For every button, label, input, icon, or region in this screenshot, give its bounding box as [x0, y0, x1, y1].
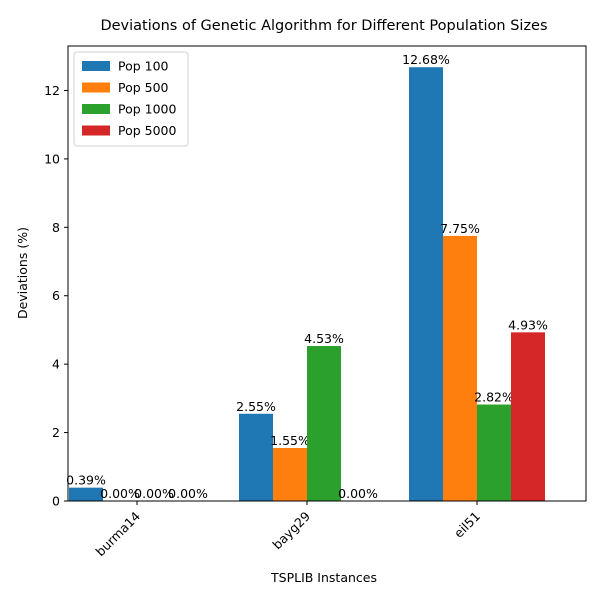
bar-value-label: 7.75%: [440, 221, 480, 236]
y-tick-label: 12: [44, 83, 60, 98]
bar-pop-100-burma14: [69, 487, 103, 501]
chart-title: Deviations of Genetic Algorithm for Diff…: [100, 18, 547, 34]
legend-swatch: [82, 82, 110, 93]
bar-value-label: 0.00%: [134, 486, 174, 501]
y-tick-label: 8: [52, 220, 60, 235]
bar-pop-5000-eil51: [511, 332, 545, 501]
bar-value-label: 0.39%: [66, 473, 106, 488]
x-tick-label: bayg29: [269, 508, 313, 552]
y-tick-label: 10: [44, 151, 60, 166]
plot-frame: [67, 45, 587, 502]
x-axis-label: TSPLIB Instances: [270, 570, 377, 585]
legend-swatch: [82, 104, 110, 114]
bar-pop-100-bayg29: [239, 413, 273, 501]
bar-value-label: 12.68%: [402, 52, 450, 67]
bar-pop-500-bayg29: [273, 447, 307, 501]
legend-label: Pop 5000: [118, 123, 177, 138]
bar-value-label: 2.82%: [474, 390, 514, 405]
plot-area: 0.39% 2.55% 12.68% 0.00% 1.55% 7.75% 0.00% 4.53…: [44, 45, 587, 559]
legend: Pop 100 Pop 500 Pop 1000 Pop 5000: [73, 51, 189, 147]
bar-value-label: 4.53%: [304, 331, 344, 346]
y-tick-label: 6: [52, 288, 60, 303]
legend-box: [73, 51, 189, 147]
bar-value-label: 0.00%: [168, 486, 208, 501]
legend-label: Pop 500: [118, 80, 169, 95]
x-tick-label: burma14: [93, 508, 144, 559]
bar-value-label: 4.93%: [508, 317, 548, 332]
x-tick-label: eil51: [451, 509, 483, 541]
bar-pop-100-eil51: [409, 67, 443, 502]
y-axis-label: Deviations (%): [15, 227, 30, 319]
y-tick-label: 4: [52, 357, 60, 372]
legend-label: Pop 100: [118, 59, 169, 74]
legend-swatch: [82, 125, 110, 136]
y-tick-label: 2: [52, 425, 60, 440]
legend-label: Pop 1000: [118, 102, 177, 117]
bar-pop-500-eil51: [443, 235, 477, 502]
bar-value-label: 0.00%: [100, 486, 140, 501]
bar-pop-1000-eil51: [477, 404, 511, 501]
bar-value-label: 2.55%: [236, 399, 276, 414]
bar-value-label: 1.55%: [270, 433, 310, 448]
legend-swatch: [82, 61, 110, 71]
bar-value-label: 0.00%: [338, 486, 378, 501]
bar-pop-1000-bayg29: [307, 346, 341, 501]
y-tick-label: 0: [52, 494, 60, 509]
